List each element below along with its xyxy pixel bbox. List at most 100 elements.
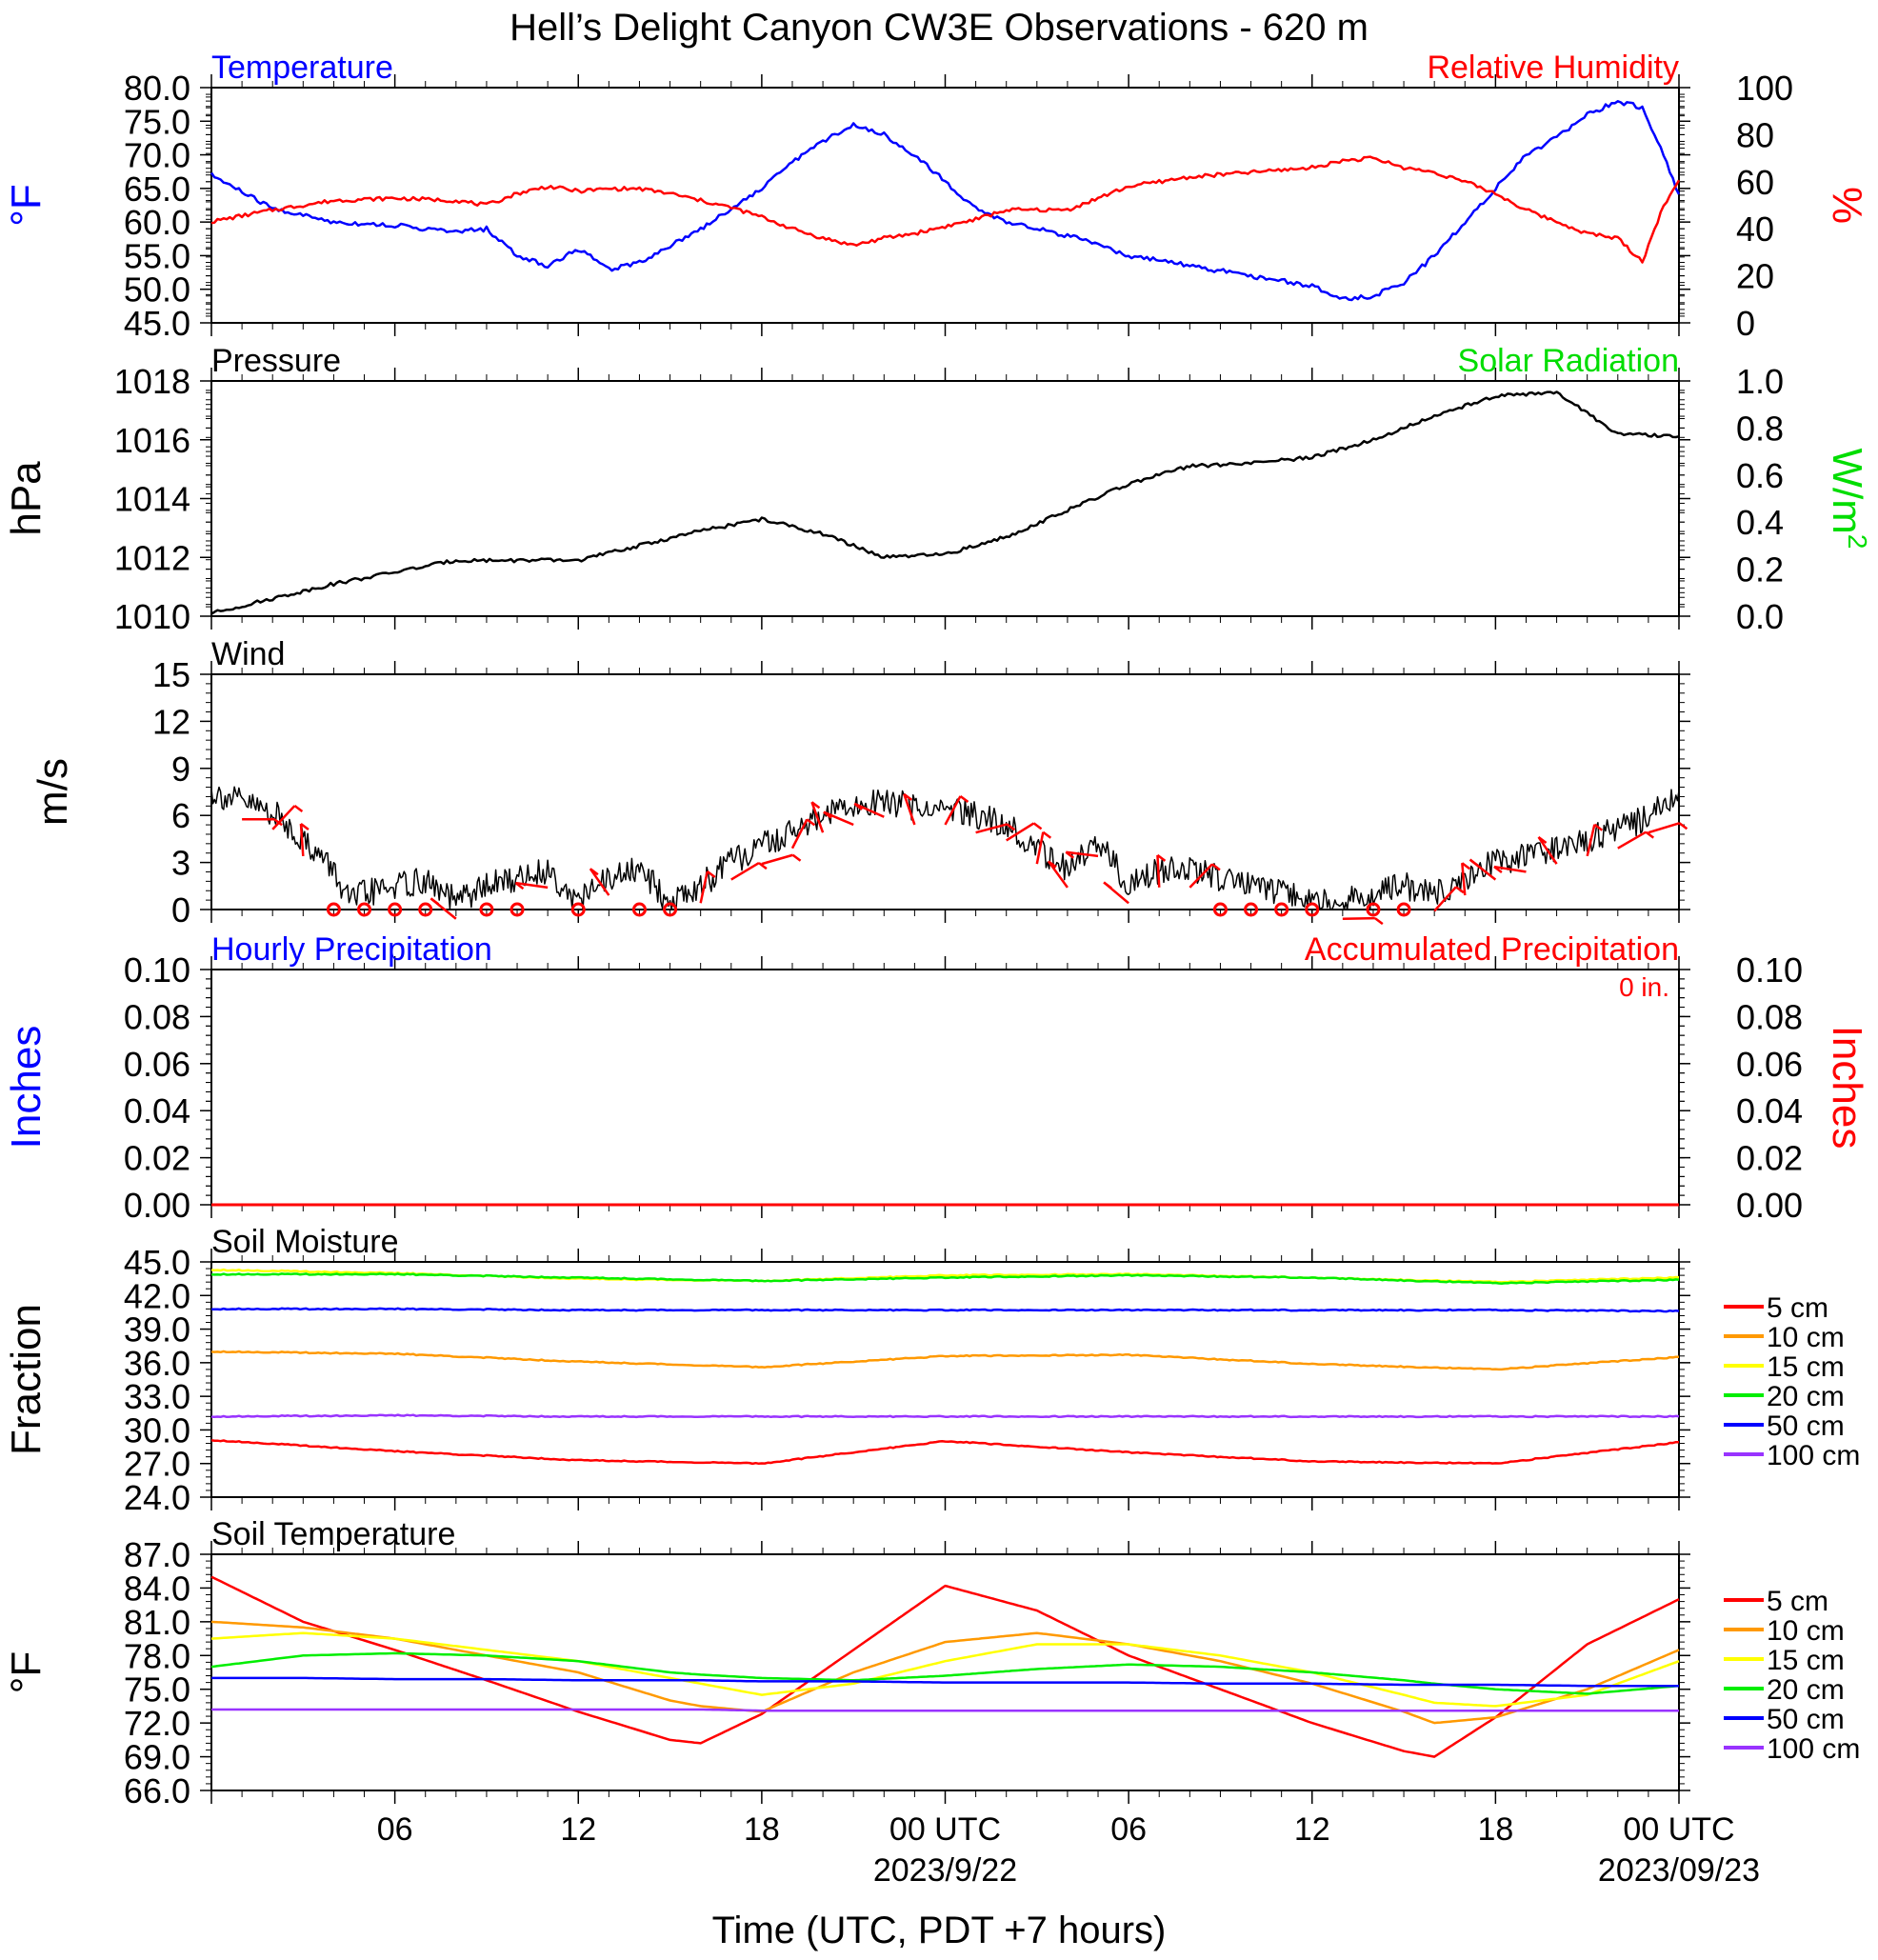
soil-moisture-panel-ytick-label-left: 45.0 [124,1243,190,1282]
wind-barb-flag [589,868,599,876]
wind-barb-flag [1468,858,1479,867]
x-axis-label: Time (UTC, PDT +7 hours) [712,1910,1167,1951]
calm-wind-circle [1274,902,1289,917]
calm-wind-circle [663,902,678,917]
wind-barb [1461,863,1467,896]
precip-total-annotation: 0 in. [1619,972,1669,1002]
pressure-panel-ytick-label-right: 0.8 [1736,409,1784,448]
soil-temp-panel-ytick-label-left: 84.0 [124,1569,190,1608]
soil-temp-legend-label: 20 cm [1767,1674,1845,1706]
wind-barb-flag [1537,835,1548,844]
soil-moisture-line-1 [210,1350,1680,1371]
precip-panel-ytick-label-left: 0.02 [124,1139,190,1178]
soil-temp-y-label: °F [3,1651,50,1693]
soil-temp-line-0 [210,1575,1680,1758]
x-tick-label: 06 [1110,1811,1147,1848]
hourly-precip-title: Hourly Precipitation [211,931,492,968]
soil-temp-legend-label: 5 cm [1767,1586,1828,1617]
wind-barb [699,870,709,904]
solar-y-label: W/m2 [1824,449,1872,550]
rh-y-label: % [1824,187,1870,224]
temp-y-label: °F [3,184,50,226]
soil-moisture-panel-ytick-label-left: 39.0 [124,1310,190,1350]
pressure-panel-ytick-label-right: 1.0 [1736,362,1784,401]
soil-temp-line-2 [210,1631,1680,1708]
calm-wind-circle [326,902,341,917]
pressure-panel-ytick-label-left: 1016 [114,421,190,460]
soil-temp-panel-ytick-label-left: 87.0 [124,1535,190,1574]
wind-barb [1342,916,1375,921]
wind-barb-flag [823,810,832,819]
soil-moisture-legend-label: 50 cm [1767,1410,1845,1442]
wind-barb [944,795,962,826]
soil-moisture-legend-label: 20 cm [1767,1381,1845,1412]
temp-panel-ytick-label-right: 0 [1736,304,1755,343]
wind-barb-flag [1493,866,1503,874]
wind-barb [790,818,809,850]
wind-barb [1617,830,1647,850]
wind-barb-flag [758,862,768,870]
wind-barb [1493,865,1527,873]
precip-y-label-left: Inches [3,1026,50,1150]
rh-line [210,155,1681,264]
precip-panel-ytick-label-right: 0.08 [1736,997,1803,1036]
calm-wind-circle [388,902,403,917]
wind-barb-flag [1374,917,1384,926]
temperature-title: Temperature [211,50,393,86]
wind-barb-flag [430,897,440,906]
wind-barb-flag [706,870,716,879]
wind-panel-ytick-label-left: 15 [152,655,190,694]
wind-barb-flag [853,802,863,810]
temp-panel-ytick-label-left: 75.0 [124,102,190,141]
x-tick-label: 06 [377,1811,413,1848]
calm-wind-circle [1244,902,1259,917]
plot-layer: 80.075.070.065.060.055.050.045.010080604… [3,50,1872,1889]
solar-y-label-superscript: 2 [1843,534,1872,550]
wind-panel-ytick-label-left: 9 [171,750,190,789]
soil-moisture-panel-ytick-label-left: 30.0 [124,1410,190,1450]
precip-panel-ytick-label-left: 0.10 [124,950,190,990]
x-tick-label: 00 UTC [1623,1811,1734,1848]
calm-wind-circle [509,902,525,917]
precip-panel-ytick-label-right: 0.04 [1736,1091,1803,1130]
wind-barb [299,823,305,856]
pressure-panel-ytick-label-right: 0.2 [1736,550,1784,590]
wind-barb [1433,886,1457,912]
temp-panel-ytick-label-left: 60.0 [124,203,190,242]
wind-barb [853,802,885,818]
wind-barb-flag [1042,830,1052,839]
wind-barb [903,793,916,826]
wind-barb [1006,822,1035,842]
wind-barb-flag [806,818,816,827]
soil-temp-line-1 [210,1620,1680,1725]
soil-moisture-panel-ytick-label-left: 24.0 [124,1478,190,1517]
soil-moisture-line-5 [210,1413,1680,1419]
wind-barb-flag [293,805,304,813]
temp-panel-ytick-label-right: 80 [1736,115,1774,154]
chart-title: Hell’s Delight Canyon CW3E Observations … [509,7,1369,49]
solar-radiation-title: Solar Radiation [1458,343,1679,379]
soil-moisture-title: Soil Moisture [211,1224,399,1260]
x-tick-label: 12 [560,1811,596,1848]
wind-barb [271,805,296,830]
calm-wind-circle [1305,902,1320,917]
precip-panel-ytick-label-right: 0.02 [1736,1139,1803,1178]
wind-barb-flag [1211,863,1221,871]
temp-panel-ytick-label-right: 20 [1736,257,1774,296]
wind-barb [730,862,760,881]
temp-panel-ytick-label-left: 50.0 [124,270,190,310]
wind-barb-flag [1593,823,1604,831]
pressure-panel-ytick-label-left: 1010 [114,597,190,636]
soil-moisture-panel-ytick-label-left: 36.0 [124,1344,190,1383]
wind-panel-ytick-label-left: 0 [171,890,190,930]
wind-barb-flag [810,801,821,810]
x-tick-label: 18 [744,1811,780,1848]
soil-moisture-panel-ytick-label-left: 33.0 [124,1377,190,1416]
wind-barb-flag [1006,823,1016,831]
pressure-line [210,390,1680,615]
soil-moisture-line-4 [210,1307,1680,1313]
soil-moisture-legend-label: 15 cm [1767,1351,1845,1383]
wind-barb [515,881,549,890]
accumulated-precip-title: Accumulated Precipitation [1305,931,1679,968]
